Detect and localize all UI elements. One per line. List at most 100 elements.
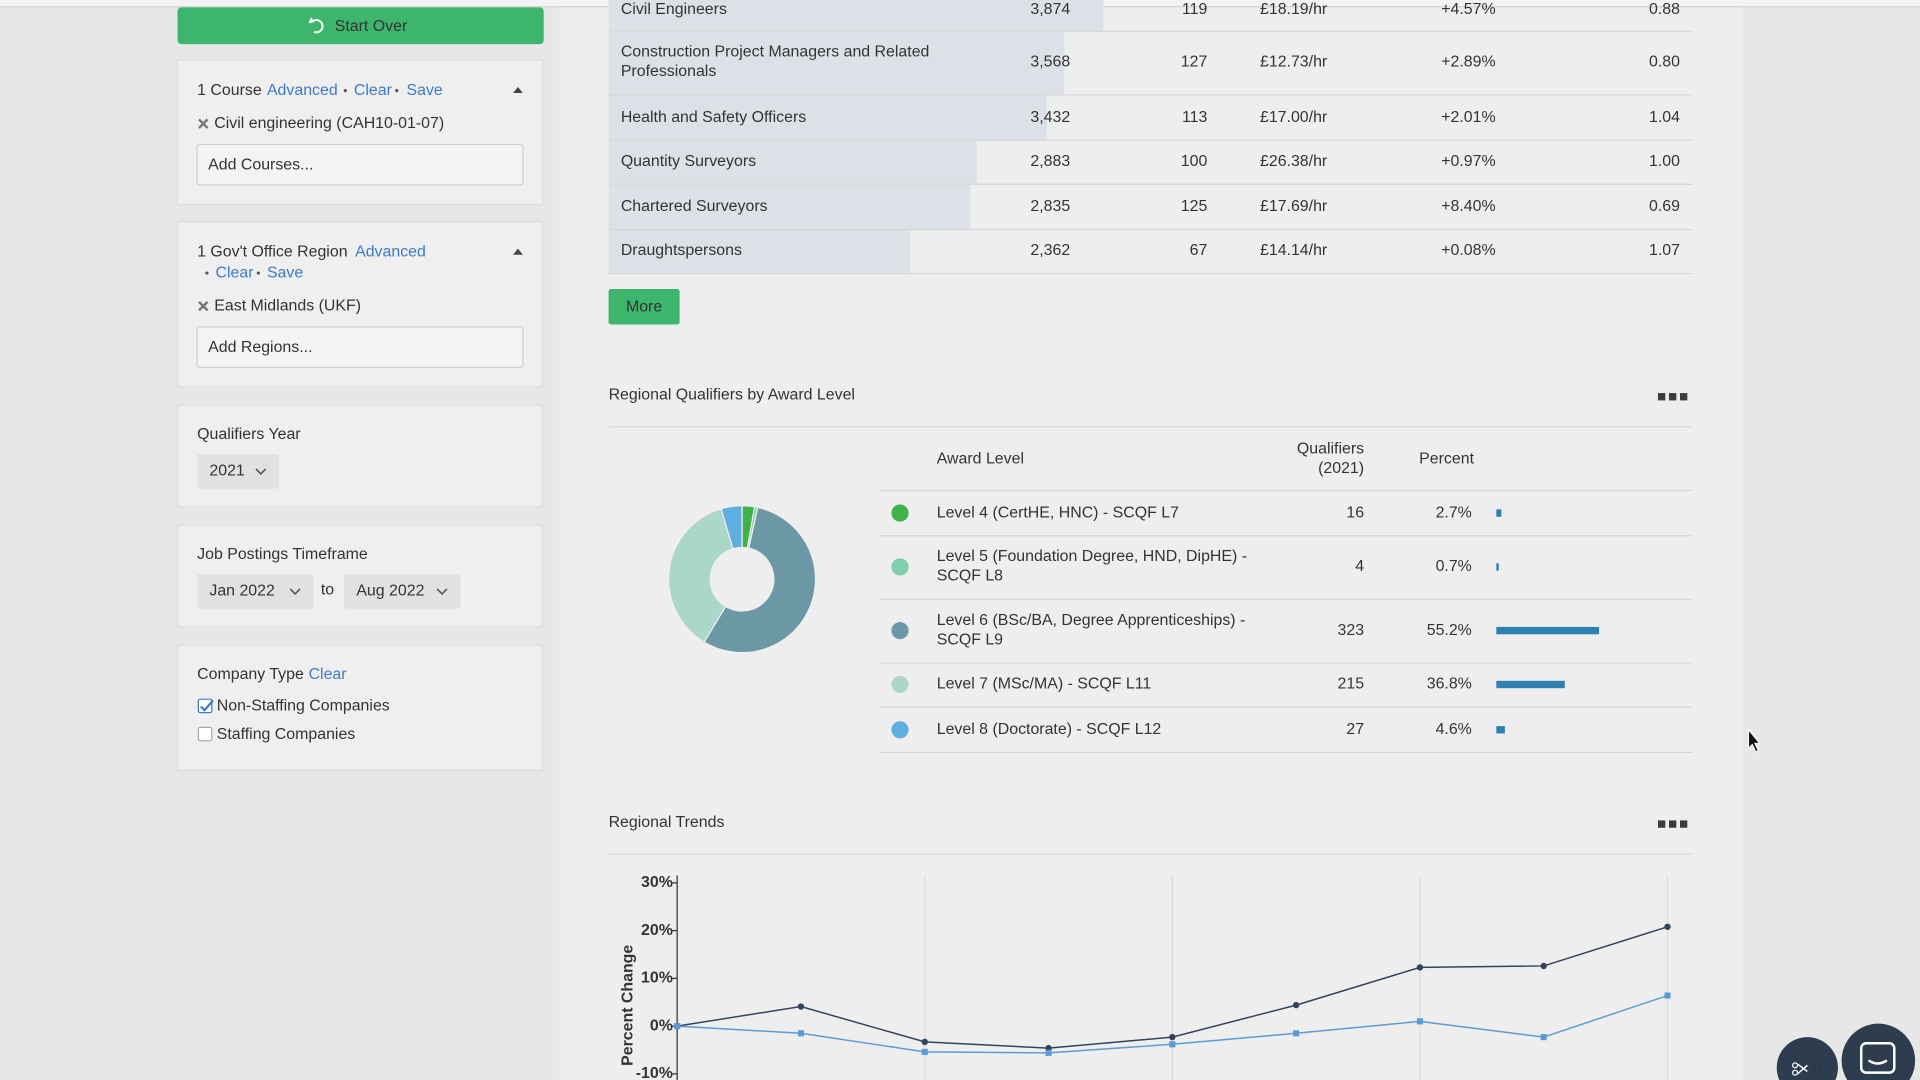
wage: £14.14/hr — [1260, 242, 1328, 259]
percent: 2.7% — [1436, 504, 1472, 521]
point — [1169, 1041, 1175, 1047]
point — [1293, 1030, 1299, 1036]
occupation-name: Civil Engineers — [621, 1, 727, 18]
occupation-name: Health and Safety Officers — [621, 109, 806, 126]
input-placeholder: Add Courses... — [208, 157, 313, 174]
y-tick-label: 30% — [641, 874, 673, 891]
growth: +4.57% — [1441, 1, 1495, 18]
selected-item: East Midlands (UKF) — [214, 297, 361, 314]
menu-dot[interactable] — [1680, 393, 1687, 400]
ratio: 0.69 — [1649, 198, 1680, 215]
ratio: 1.04 — [1649, 109, 1680, 126]
percent-bar — [1496, 627, 1599, 634]
point — [1045, 1050, 1051, 1056]
panel-title: Qualifiers Year — [197, 426, 301, 443]
column-header: Percent — [1419, 450, 1474, 467]
select-value: Jan 2022 — [209, 583, 275, 600]
section-title: Regional Trends — [609, 814, 725, 831]
wage: £18.19/hr — [1260, 1, 1328, 18]
checkbox-label[interactable]: Non-Staffing Companies — [217, 698, 390, 715]
job-postings: 2,883 — [1030, 153, 1070, 170]
clear-link[interactable]: Clear — [216, 264, 255, 281]
advanced-link[interactable]: Advanced — [355, 243, 426, 260]
menu-dot[interactable] — [1669, 393, 1676, 400]
job-postings: 3,568 — [1030, 54, 1070, 71]
award-level: Level 4 (CertHE, HNC) - SCQF L7 — [937, 504, 1179, 521]
point — [798, 1003, 804, 1009]
save-link[interactable]: Save — [407, 82, 443, 99]
menu-dot[interactable] — [1658, 820, 1665, 827]
y-tick-label: -10% — [636, 1065, 673, 1080]
y-tick-label: 10% — [641, 970, 673, 987]
growth: +8.40% — [1441, 198, 1495, 215]
qualifiers: 27 — [1346, 721, 1364, 738]
start-over-label: Start Over — [335, 18, 408, 35]
input-placeholder: Add Regions... — [208, 339, 312, 356]
qualifiers: 4 — [1355, 558, 1364, 575]
percent-bar — [1496, 509, 1501, 516]
percent-bar — [1496, 681, 1564, 688]
clip-count: 0 — [1812, 1060, 1821, 1077]
occupation-name: Chartered Surveyors — [621, 198, 768, 215]
qualifiers: 323 — [1338, 622, 1365, 639]
job-postings: 3,432 — [1030, 109, 1070, 126]
percent: 4.6% — [1436, 721, 1472, 738]
checkbox-label[interactable]: Staffing Companies — [217, 726, 356, 743]
column-header: (2021) — [1318, 460, 1364, 477]
save-link[interactable]: Save — [267, 264, 303, 281]
panel-title: Job Postings Timeframe — [197, 546, 368, 563]
wage: £17.00/hr — [1260, 109, 1328, 126]
legend-dot — [891, 504, 908, 521]
menu-dot[interactable] — [1680, 820, 1687, 827]
clear-link[interactable]: Clear — [354, 82, 393, 99]
y-tick-label: 0% — [650, 1017, 673, 1034]
menu-dot[interactable] — [1669, 820, 1676, 827]
point — [1417, 1018, 1423, 1024]
wage: £12.73/hr — [1260, 54, 1328, 71]
job-postings: 3,874 — [1030, 1, 1070, 18]
separator-dot — [395, 89, 398, 92]
column-header: Award Level — [937, 450, 1024, 467]
separator-dot — [344, 89, 347, 92]
point — [798, 1030, 804, 1036]
point — [922, 1039, 928, 1045]
legend-dot — [891, 721, 908, 738]
range-separator: to — [321, 581, 334, 598]
point — [1293, 1002, 1299, 1008]
ratio: 0.80 — [1649, 54, 1680, 71]
menu-dot[interactable] — [1658, 393, 1665, 400]
growth: +0.08% — [1441, 242, 1495, 259]
point — [1417, 964, 1423, 970]
qualifiers: 16 — [1346, 504, 1364, 521]
award-level: Level 8 (Doctorate) - SCQF L12 — [937, 721, 1162, 738]
advanced-link[interactable]: Advanced — [267, 82, 338, 99]
panel-title: 1 Course — [197, 82, 262, 99]
point — [922, 1049, 928, 1055]
percent: 55.2% — [1427, 622, 1472, 639]
employers: 113 — [1182, 109, 1208, 126]
column-header: Qualifiers — [1297, 441, 1364, 458]
employers: 119 — [1182, 1, 1208, 18]
more-label[interactable]: More — [626, 299, 662, 316]
panel-title: Company Type — [197, 666, 304, 683]
select-value: 2021 — [209, 463, 245, 480]
employers: 127 — [1181, 54, 1208, 71]
job-postings: 2,362 — [1030, 242, 1070, 259]
occupation-name: Draughtspersons — [621, 242, 742, 259]
y-axis-label: Percent Change — [619, 945, 636, 1066]
percent: 0.7% — [1436, 558, 1472, 575]
point — [1541, 963, 1547, 969]
ratio: 0.88 — [1649, 1, 1680, 18]
point — [1664, 924, 1670, 930]
wage: £17.69/hr — [1260, 198, 1328, 215]
clear-link[interactable]: Clear — [309, 666, 348, 683]
y-tick-label: 20% — [641, 922, 673, 939]
separator-dot — [257, 271, 260, 274]
growth: +2.89% — [1441, 54, 1495, 71]
separator-dot — [205, 271, 208, 274]
selected-item: Civil engineering (CAH10-01-07) — [214, 115, 444, 132]
checkbox[interactable] — [198, 727, 211, 740]
employers: 100 — [1181, 153, 1208, 170]
